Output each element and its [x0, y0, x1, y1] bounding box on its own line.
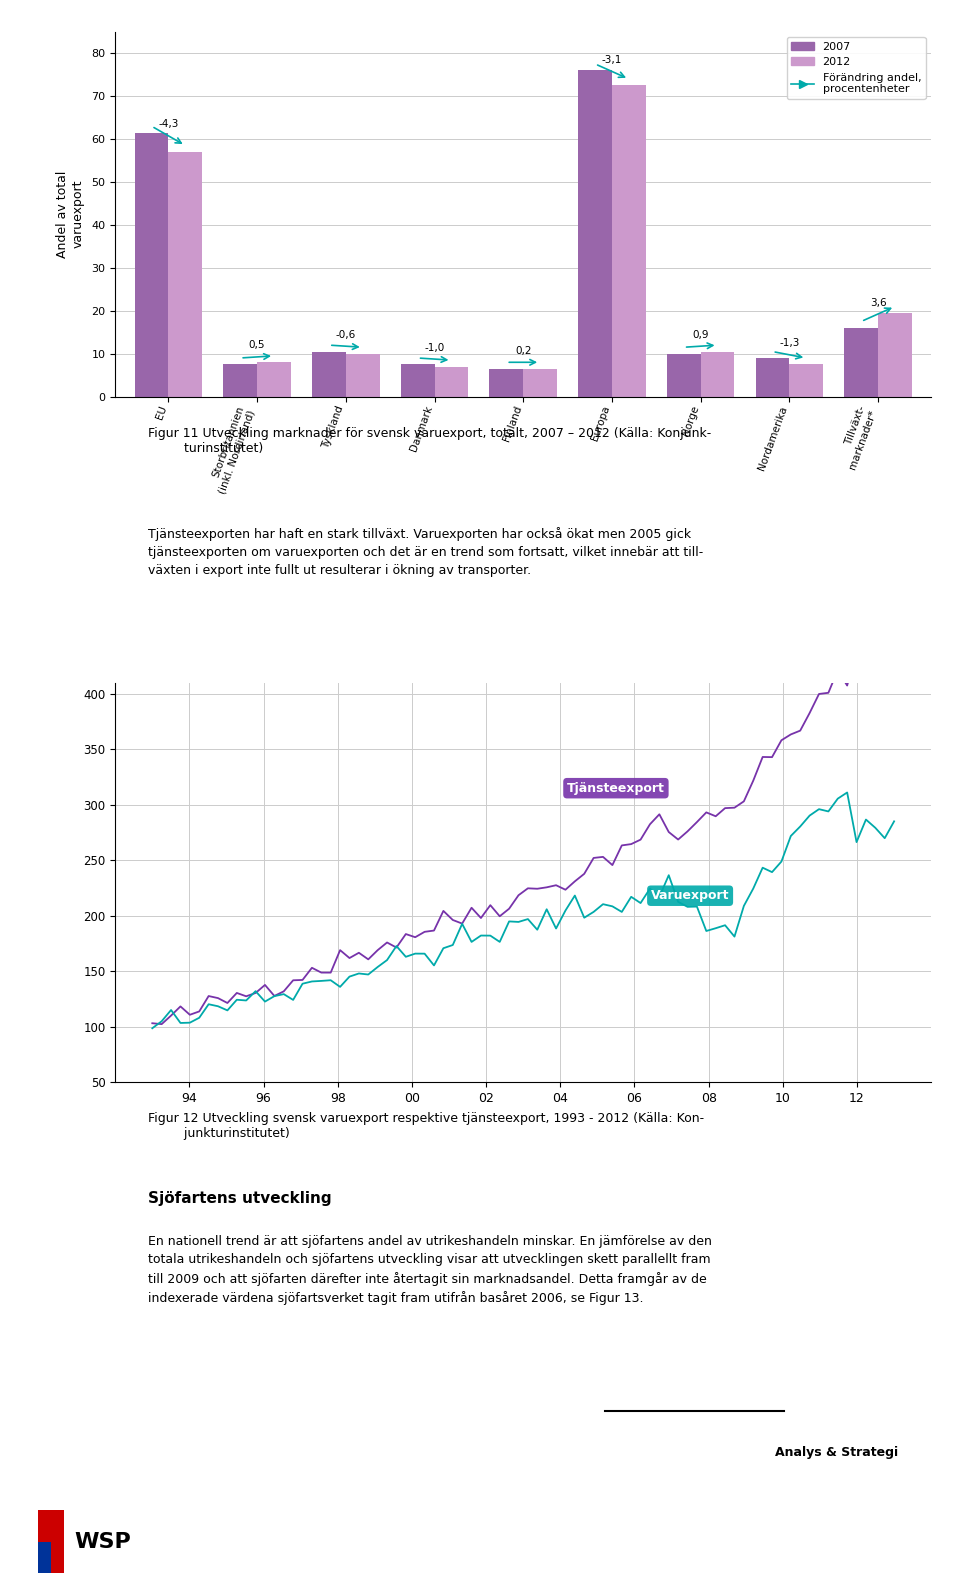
Bar — [667, 354, 701, 396]
Text: En nationell trend är att sjöfartens andel av utrikeshandeln minskar. En jämföre: En nationell trend är att sjöfartens and… — [148, 1235, 711, 1305]
Bar — [789, 365, 823, 396]
Text: -3,1: -3,1 — [602, 56, 622, 65]
Text: 3,6: 3,6 — [870, 298, 886, 308]
Text: Tjänsteexporten har haft en stark tillväxt. Varuexporten har också ökat men 2005: Tjänsteexporten har haft en stark tillvä… — [148, 527, 703, 577]
Text: -1,3: -1,3 — [780, 338, 800, 349]
Text: Analys & Strategi: Analys & Strategi — [776, 1446, 899, 1459]
Bar — [134, 133, 168, 396]
Bar — [257, 362, 291, 396]
Bar — [435, 366, 468, 396]
Text: WSP: WSP — [75, 1532, 132, 1551]
Bar — [701, 352, 734, 396]
Bar — [400, 365, 435, 396]
Text: 0,9: 0,9 — [692, 330, 708, 339]
Text: -0,6: -0,6 — [336, 330, 356, 339]
Bar — [168, 152, 203, 396]
Bar — [346, 354, 379, 396]
Text: Figur 11 Utveckling marknader för svensk varuexport, totalt, 2007 – 2012 (Källa:: Figur 11 Utveckling marknader för svensk… — [148, 427, 711, 455]
Text: -1,0: -1,0 — [424, 343, 444, 352]
Bar — [38, 1542, 52, 1573]
Legend: 2007, 2012, Förändring andel,
procentenheter: 2007, 2012, Förändring andel, procentenh… — [787, 38, 925, 98]
Bar — [312, 352, 346, 396]
Bar — [224, 365, 257, 396]
Bar — [756, 358, 789, 396]
Text: 0,5: 0,5 — [249, 341, 265, 351]
Bar — [523, 368, 557, 396]
Text: 0,2: 0,2 — [515, 346, 532, 355]
Bar — [844, 328, 878, 396]
Text: Tjänsteexport: Tjänsteexport — [567, 782, 665, 795]
Bar — [878, 312, 912, 396]
Text: Figur 12 Utveckling svensk varuexport respektive tjänsteexport, 1993 - 2012 (Käl: Figur 12 Utveckling svensk varuexport re… — [148, 1112, 704, 1140]
Bar — [578, 70, 612, 396]
Text: Varuexport: Varuexport — [651, 890, 730, 902]
Bar — [38, 1510, 64, 1573]
Bar — [490, 368, 523, 396]
Text: -4,3: -4,3 — [158, 119, 179, 130]
Y-axis label: Andel av total
varuexport: Andel av total varuexport — [57, 170, 84, 259]
Text: Sjöfartens utveckling: Sjöfartens utveckling — [148, 1191, 331, 1207]
Bar — [612, 86, 645, 396]
